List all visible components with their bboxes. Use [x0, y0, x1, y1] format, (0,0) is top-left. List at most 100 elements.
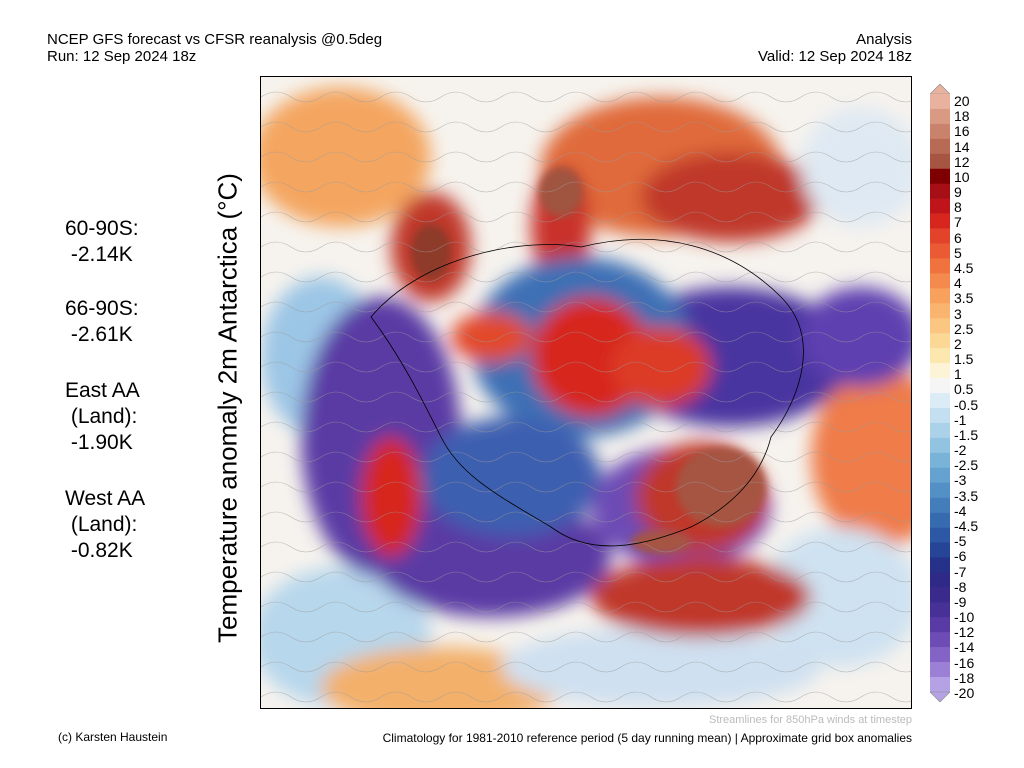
colorbar-label: 9: [954, 184, 962, 201]
colorbar-label: -16: [954, 654, 975, 671]
colorbar-label: 8: [954, 199, 962, 216]
stat-value: -1.90K: [65, 431, 133, 454]
colorbar-label: -3.5: [954, 487, 979, 504]
colorbar-swatch: [930, 94, 950, 110]
streamlines-note: Streamlines for 850hPa winds at timestep: [709, 714, 912, 726]
colorbar-label: -4: [954, 502, 967, 519]
colorbar-label: 4: [954, 275, 962, 292]
colorbar-label: 16: [954, 123, 970, 140]
colorbar-swatch: [930, 183, 950, 199]
colorbar-label: 2: [954, 335, 962, 352]
colorbar-swatch: [930, 348, 950, 364]
colorbar-label: -2: [954, 442, 967, 459]
colorbar-swatch: [930, 407, 950, 424]
streamlines: [261, 77, 911, 708]
stat-label: West AA: [65, 487, 146, 510]
colorbar-swatch: [930, 123, 950, 140]
antarctica-coastline: [370, 238, 804, 547]
stat-value: -2.61K: [65, 323, 133, 346]
colorbar-label: 4.5: [954, 259, 974, 276]
run-time: Run: 12 Sep 2024 18z: [47, 48, 197, 65]
colorbar-label: 0.5: [954, 381, 974, 398]
colorbar-swatch: [930, 437, 950, 454]
colorbar-label: -1: [954, 411, 967, 428]
colorbar-label: -4.5: [954, 518, 979, 535]
colorbar-swatch: [930, 512, 950, 528]
stat-66-90s: 66-90S: -2.61K: [65, 296, 139, 348]
colorbar-label: -6: [954, 548, 967, 565]
colorbar-swatch: [930, 587, 950, 603]
colorbar-label: -0.5: [954, 396, 979, 413]
stat-sublabel: (Land):: [65, 513, 138, 536]
colorbar-swatch: [930, 318, 950, 334]
map-title: Temperature anomaly 2m Antarctica (°C): [212, 173, 243, 643]
anomaly-map: [260, 76, 912, 709]
colorbar-swatch: [930, 467, 950, 483]
colorbar-swatch: [930, 378, 950, 394]
colorbar-swatch: [930, 572, 950, 588]
colorbar-swatch: [930, 108, 950, 125]
colorbar-swatch: [930, 632, 950, 648]
colorbar: [930, 84, 950, 702]
colorbar-swatch: [930, 213, 950, 229]
colorbar-label: -1.5: [954, 426, 979, 443]
colorbar-swatch: [930, 662, 950, 678]
stat-60-90s: 60-90S: -2.14K: [65, 216, 139, 268]
colorbar-max-arrow: [930, 84, 950, 95]
colorbar-swatch: [930, 677, 950, 693]
colorbar-swatch: [930, 168, 950, 184]
colorbar-swatch: [930, 303, 950, 319]
stat-sublabel: (Land):: [65, 405, 138, 428]
colorbar-label: 10: [954, 168, 970, 185]
colorbar-swatch: [930, 258, 950, 274]
colorbar-swatch: [930, 452, 950, 469]
colorbar-label: -7: [954, 563, 967, 580]
stat-value: -0.82K: [65, 539, 133, 562]
header-left: NCEP GFS forecast vs CFSR reanalysis @0.…: [47, 31, 382, 65]
colorbar-swatch: [930, 542, 950, 558]
stat-east-aa: East AA (Land): -1.90K: [65, 378, 140, 456]
colorbar-swatch: [930, 363, 950, 379]
colorbar-swatch: [930, 153, 950, 170]
colorbar-label: -9: [954, 593, 967, 610]
colorbar-swatch: [930, 393, 950, 409]
colorbar-label: -3: [954, 472, 967, 489]
header-right: Analysis Valid: 12 Sep 2024 18z: [758, 31, 912, 65]
colorbar-label: -18: [954, 669, 975, 686]
colorbar-label: 3.5: [954, 290, 974, 307]
colorbar-label: 18: [954, 108, 970, 125]
colorbar-label: 1: [954, 366, 962, 383]
colorbar-label: 1.5: [954, 351, 974, 368]
colorbar-label: 20: [954, 93, 970, 109]
colorbar-swatch: [930, 647, 950, 663]
colorbar-swatch: [930, 243, 950, 259]
colorbar-label: -8: [954, 578, 967, 595]
copyright: (c) Karsten Haustein: [58, 730, 168, 744]
colorbar-swatch: [930, 288, 950, 304]
colorbar-swatch: [930, 138, 950, 155]
colorbar-swatch: [930, 557, 950, 573]
stat-label: 60-90S:: [65, 217, 139, 240]
colorbar-label: 12: [954, 153, 970, 170]
colorbar-label: -14: [954, 639, 975, 656]
colorbar-label: 2.5: [954, 320, 974, 337]
colorbar-min-arrow: [930, 691, 950, 702]
stat-label: East AA: [65, 379, 140, 402]
colorbar-label: 6: [954, 229, 962, 246]
colorbar-swatch: [930, 602, 950, 618]
colorbar-label: -10: [954, 609, 975, 626]
colorbar-label: 3: [954, 305, 962, 322]
stat-west-aa: West AA (Land): -0.82K: [65, 486, 145, 564]
colorbar-label: -20: [954, 685, 975, 701]
stat-label: 66-90S:: [65, 297, 139, 320]
anomaly-map-svg: [261, 77, 911, 708]
colorbar-swatch: [930, 333, 950, 349]
climatology-note: Climatology for 1981-2010 reference peri…: [382, 731, 912, 745]
colorbar-label: -2.5: [954, 457, 979, 474]
colorbar-label: -5: [954, 533, 967, 550]
colorbar-label: 5: [954, 244, 962, 261]
colorbar-swatch: [930, 527, 950, 543]
colorbar-swatch: [930, 198, 950, 214]
stat-value: -2.14K: [65, 243, 133, 266]
valid-time: Valid: 12 Sep 2024 18z: [757, 48, 912, 65]
